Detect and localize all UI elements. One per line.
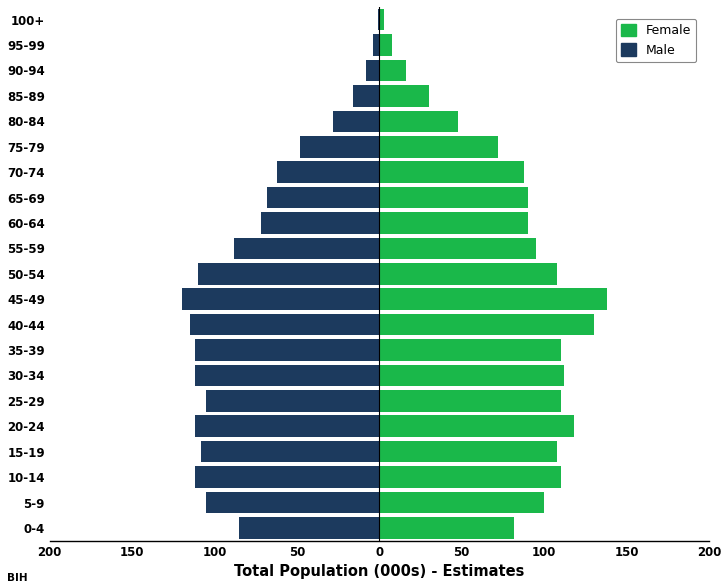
- Bar: [379, 415, 574, 437]
- Bar: [181, 288, 379, 310]
- Bar: [379, 60, 405, 81]
- Bar: [353, 85, 379, 107]
- Bar: [379, 441, 557, 462]
- Bar: [234, 237, 379, 259]
- Bar: [379, 288, 606, 310]
- Bar: [379, 237, 536, 259]
- Bar: [379, 314, 593, 335]
- Bar: [373, 34, 379, 56]
- Bar: [379, 9, 384, 30]
- Bar: [300, 136, 379, 158]
- Bar: [206, 492, 379, 513]
- Bar: [194, 364, 379, 386]
- Bar: [379, 390, 561, 411]
- Bar: [194, 339, 379, 361]
- Bar: [194, 415, 379, 437]
- Bar: [379, 492, 544, 513]
- Legend: Female, Male: Female, Male: [616, 19, 696, 62]
- Bar: [202, 441, 379, 462]
- Bar: [379, 339, 561, 361]
- Bar: [240, 517, 379, 539]
- Bar: [379, 187, 528, 209]
- Bar: [379, 364, 564, 386]
- Bar: [379, 466, 561, 488]
- Text: BIH: BIH: [7, 573, 28, 583]
- Bar: [366, 60, 379, 81]
- Bar: [206, 390, 379, 411]
- Bar: [261, 212, 379, 234]
- Bar: [267, 187, 379, 209]
- Bar: [190, 314, 379, 335]
- Bar: [379, 111, 459, 132]
- Bar: [333, 111, 379, 132]
- Bar: [379, 517, 515, 539]
- Bar: [378, 9, 379, 30]
- Bar: [379, 212, 528, 234]
- Bar: [379, 34, 392, 56]
- Bar: [194, 466, 379, 488]
- Bar: [379, 136, 498, 158]
- Bar: [198, 263, 379, 285]
- Bar: [379, 161, 524, 183]
- Bar: [379, 85, 429, 107]
- Bar: [379, 263, 557, 285]
- X-axis label: Total Population (000s) - Estimates: Total Population (000s) - Estimates: [234, 564, 524, 579]
- Bar: [277, 161, 379, 183]
